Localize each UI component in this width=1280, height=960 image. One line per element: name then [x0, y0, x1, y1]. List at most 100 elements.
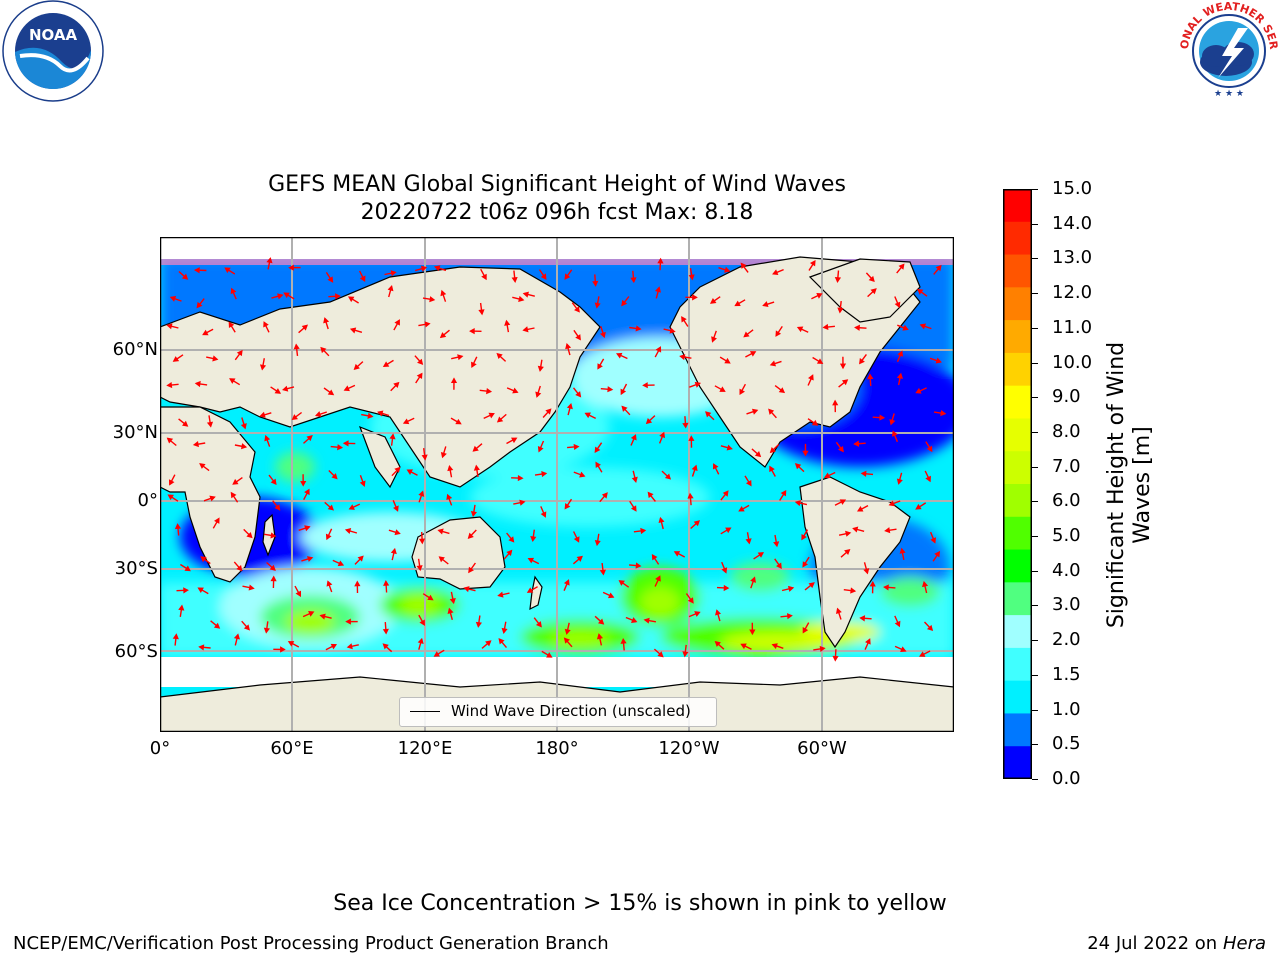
wave-direction-arrowhead: [865, 638, 871, 645]
wave-direction-arrowhead: [787, 585, 795, 592]
wave-direction-arrowhead: [320, 346, 327, 354]
wave-direction-arrowhead: [796, 326, 804, 333]
colorbar-tick: [1032, 744, 1038, 746]
wave-direction-arrowhead: [181, 273, 189, 280]
wave-direction-arrowhead: [382, 628, 389, 635]
wave-direction-arrowhead: [194, 380, 201, 388]
colorbar-segment: [1003, 647, 1032, 682]
colorbar-tick: [1032, 258, 1038, 260]
wave-direction-arrowhead: [889, 419, 896, 426]
colorbar-segment: [1003, 746, 1032, 779]
legend-line-swatch: [410, 711, 440, 712]
colorbar-tick-label: 0.0: [1052, 768, 1081, 789]
wave-direction-arrowhead: [688, 435, 695, 441]
wave-direction-arrowhead: [389, 433, 396, 440]
colorbar-tick-label: 1.0: [1052, 698, 1081, 720]
wave-direction-arrowhead: [506, 549, 513, 557]
wave-direction-arrowhead: [597, 618, 605, 625]
noaa-logo: NOAA: [2, 0, 104, 102]
wave-direction-arrowhead: [300, 480, 307, 487]
wave-direction-arrowhead: [535, 621, 542, 628]
colorbar-segment: [1003, 451, 1032, 485]
wave-direction-arrowhead: [344, 528, 352, 535]
colorbar-tick: [1032, 397, 1038, 399]
wave-direction-arrowhead: [200, 556, 207, 563]
wave-direction-arrowhead: [620, 388, 627, 396]
wave-direction-arrowhead: [359, 275, 366, 282]
wave-direction-arrowhead: [757, 552, 764, 558]
lon-label-0: 0°: [149, 738, 171, 759]
wave-direction-arrowhead: [319, 613, 326, 620]
wave-direction-arrowhead: [343, 385, 350, 392]
wave-direction-arrowhead: [630, 434, 637, 441]
wave-direction-arrowhead: [682, 422, 689, 429]
wave-direction-arrowhead: [776, 562, 782, 569]
colorbar-tick-label: 9.0: [1052, 386, 1081, 408]
wave-direction-arrowhead: [640, 527, 647, 535]
wave-direction-arrowhead: [740, 643, 747, 650]
wave-direction-arrowhead: [768, 408, 775, 415]
wave-direction-arrowhead: [259, 364, 267, 371]
wave-direction-arrowhead: [664, 473, 672, 480]
wave-direction-arrowhead: [383, 580, 390, 586]
wave-direction-arrowhead: [801, 534, 807, 541]
wave-direction-arrowhead: [620, 637, 627, 644]
lon-label-120w: 120°W: [658, 738, 720, 759]
wave-direction-arrowhead: [822, 323, 829, 330]
wave-direction-arrowhead: [563, 579, 570, 586]
wave-direction-arrowhead: [845, 530, 852, 537]
wave-direction-arrowhead: [802, 561, 809, 568]
wave-direction-arrowhead: [240, 423, 247, 430]
wave-direction-arrowhead: [437, 528, 444, 535]
wave-direction-arrowhead: [860, 470, 867, 477]
wave-direction-arrowhead: [429, 296, 436, 303]
wave-direction-arrowhead: [869, 580, 876, 587]
wave-direction-arrowhead: [734, 300, 741, 307]
noaa-logo-text: NOAA: [29, 26, 78, 44]
wave-direction-arrowhead: [631, 476, 638, 483]
wave-direction-arrowhead: [712, 463, 719, 470]
wave-direction-arrowhead: [349, 327, 357, 334]
wave-direction-arrowhead: [172, 356, 180, 362]
colorbar-tick: [1032, 674, 1038, 676]
colorbar-segment: [1003, 615, 1032, 649]
wave-direction-arrowhead: [232, 478, 239, 485]
wave-direction-arrowhead: [808, 582, 815, 589]
lon-label-60e: 60°E: [270, 738, 314, 759]
wave-direction-arrowhead: [326, 580, 333, 587]
wave-direction-arrowhead: [478, 309, 485, 316]
wave-direction-arrowhead: [270, 532, 277, 539]
wave-direction-arrowhead: [607, 386, 614, 393]
wave-direction-arrowhead: [723, 584, 730, 592]
wave-direction-arrowhead: [270, 478, 277, 485]
wave-direction-arrowhead: [291, 414, 298, 420]
colorbar-tick-label: 4.0: [1052, 559, 1081, 581]
wave-direction-arrowhead: [345, 618, 351, 625]
wave-direction-arrowhead: [868, 275, 875, 283]
wave-direction-arrowhead: [439, 332, 447, 339]
legend-label: Wind Wave Direction (unscaled): [451, 702, 691, 720]
wave-direction-arrowhead: [325, 533, 332, 541]
wave-direction-arrowhead: [206, 421, 214, 428]
wave-direction-arrowhead: [202, 329, 209, 336]
plot-subtitle: 20220722 t06z 096h fcst Max: 8.18: [360, 200, 754, 225]
footer-date-text: 24 Jul 2022 on: [1087, 933, 1223, 954]
wave-direction-arrowhead: [839, 363, 847, 370]
svg-text:★ ★ ★: ★ ★ ★: [1214, 89, 1244, 99]
wave-direction-arrowhead: [834, 277, 842, 283]
wave-direction-arrowhead: [852, 526, 859, 533]
wave-direction-arrowhead: [485, 640, 492, 647]
colorbar-tick-label: 13.0: [1052, 247, 1093, 269]
colorbar-title-line2: Waves [m]: [1130, 426, 1155, 544]
lat-label-60n: 60°N: [112, 339, 158, 360]
wave-direction-arrowhead: [853, 440, 860, 447]
wave-direction-arrowhead: [615, 352, 623, 359]
plot-title: GEFS MEAN Global Significant Height of W…: [268, 172, 846, 197]
lat-label-eq: 0°: [137, 490, 158, 511]
wave-direction-arrowhead: [306, 556, 314, 562]
wave-direction-arrowhead: [715, 609, 722, 616]
wave-direction-arrowhead: [934, 550, 941, 558]
wave-direction-arrowhead: [669, 327, 676, 334]
wave-direction-arrowhead: [228, 321, 235, 329]
wave-direction-arrowhead: [540, 511, 547, 518]
